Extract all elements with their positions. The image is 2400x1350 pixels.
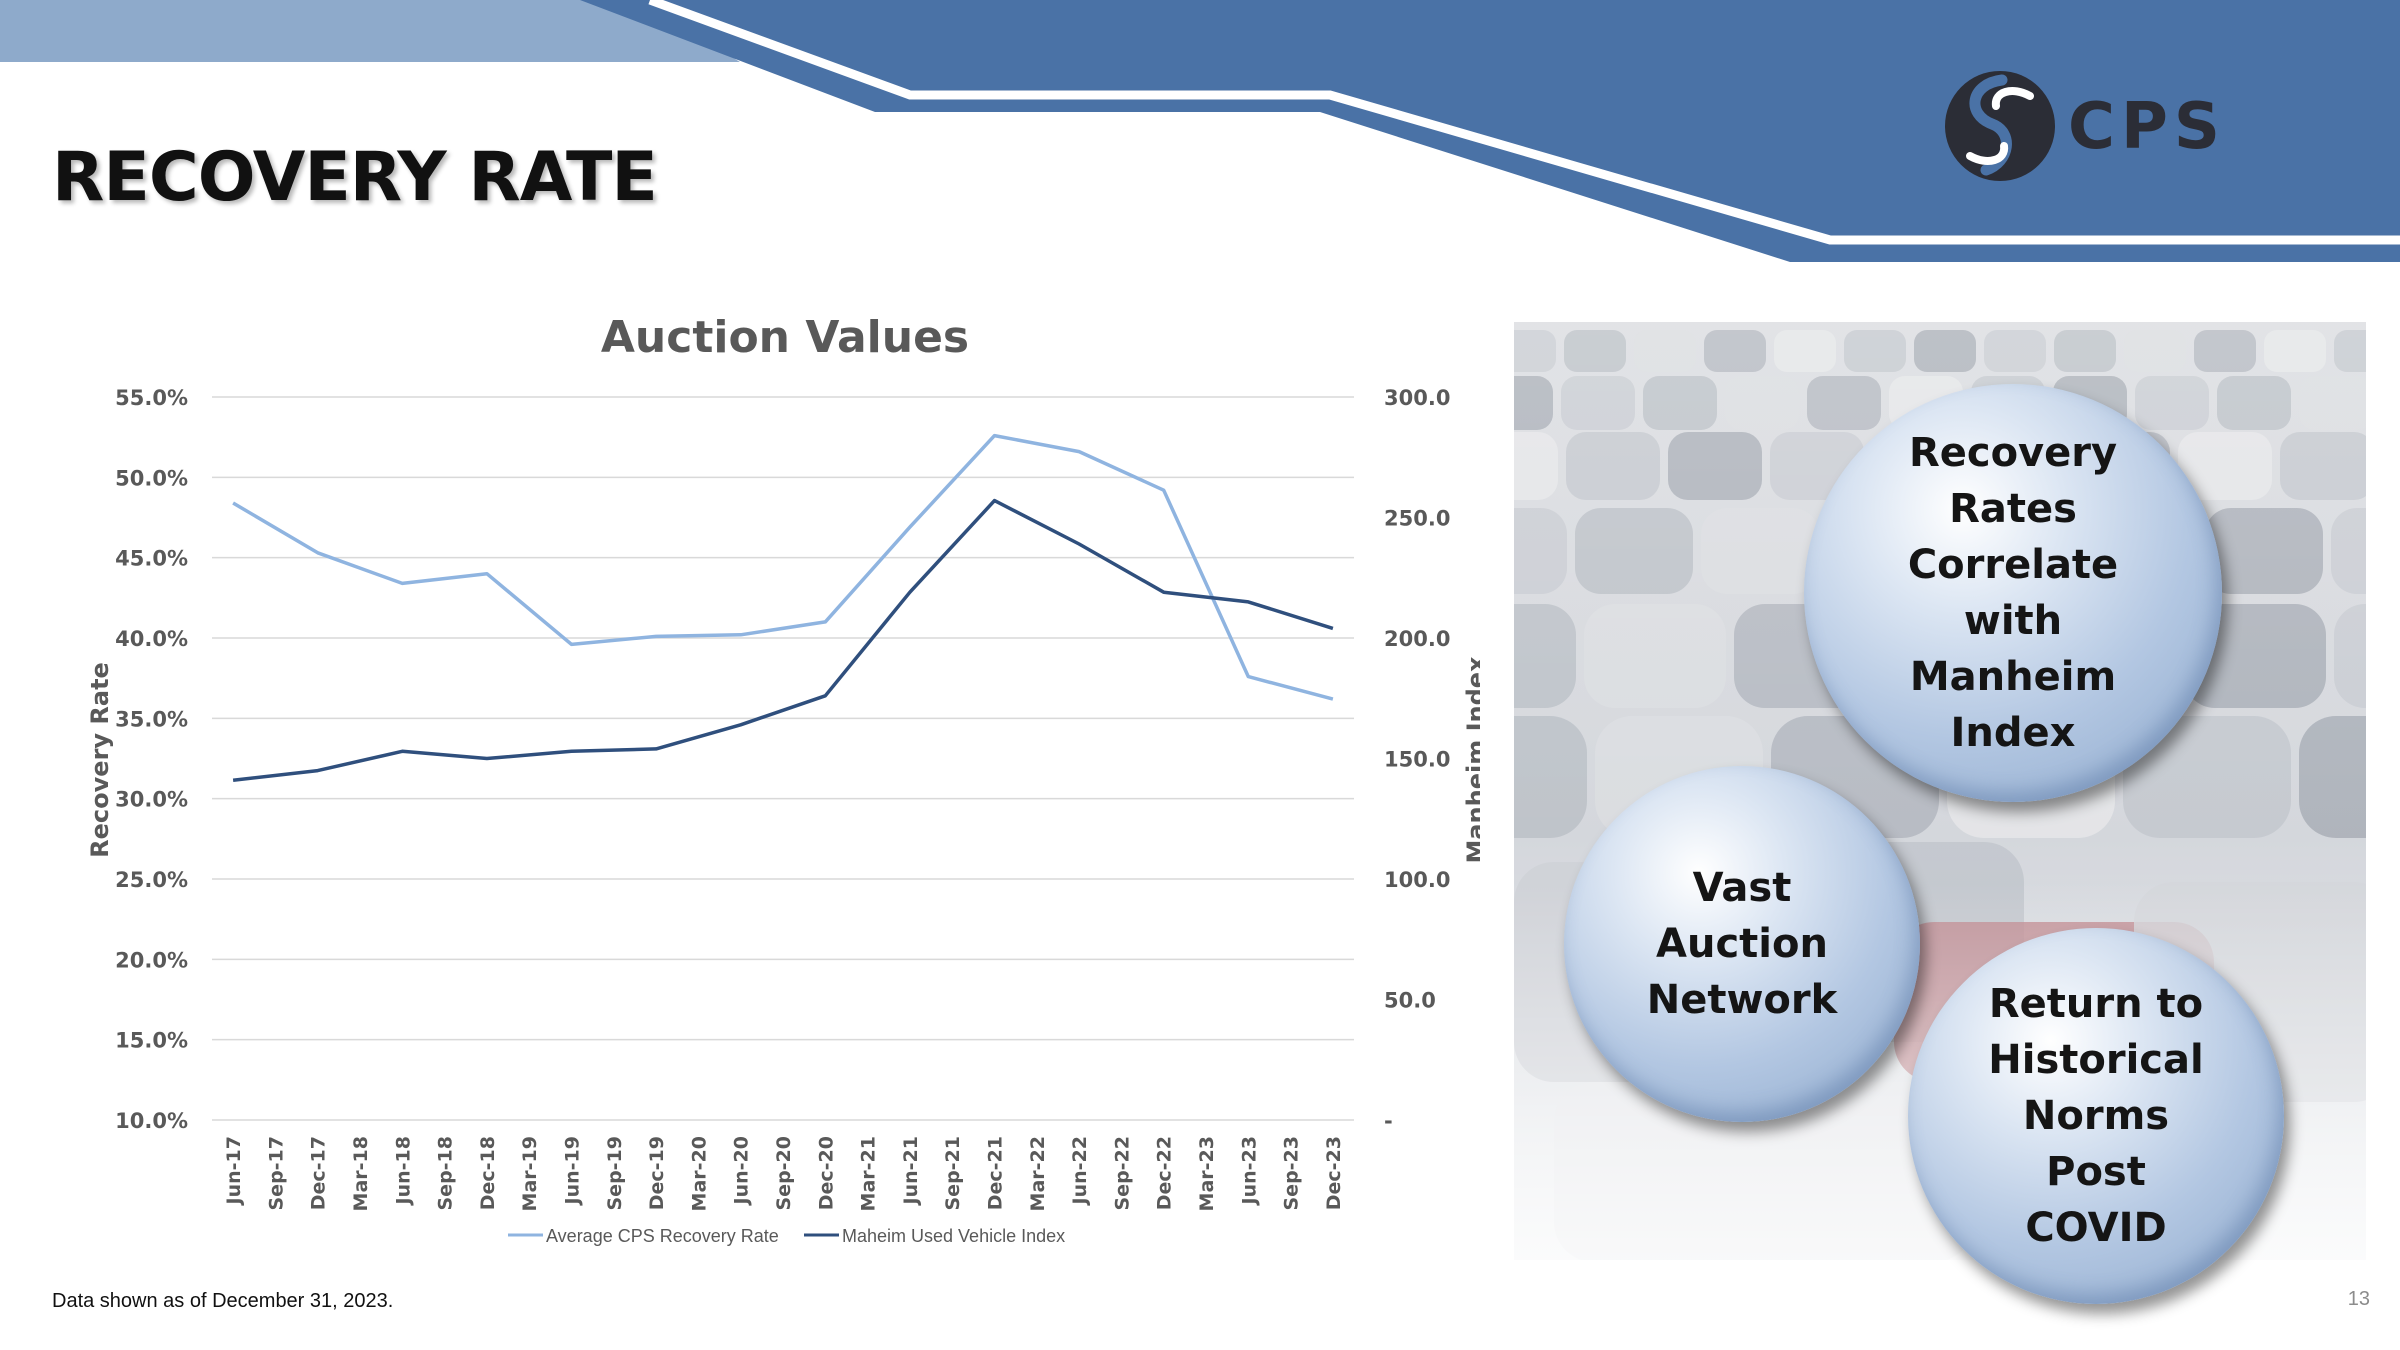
bubble-recovery-rates-text: Recovery Rates Correlate with Manheim In… [1907,430,2119,756]
y-tick-label: 15.0% [115,1029,188,1053]
x-tick-label: Jun-21 [900,1136,922,1206]
x-tick-label: Sep-23 [1281,1136,1303,1211]
x-axis-ticks: Jun-17 Sep-17 Dec-17 Mar-18 Jun-18 Sep-18 Dec-… [223,1136,1345,1211]
header-banner [0,0,2400,262]
grid-lines [212,396,1354,1121]
y2-tick-label: 100.0 [1384,868,1450,892]
chart-title: Auction Values [601,312,969,363]
bubble-recovery-rates: Recovery Rates Correlate with Manheim In… [1804,384,2222,802]
auction-values-chart: Auction Values 55.0% 50.0% 45.0% 40.0% 35.0%… [86,312,1480,1246]
y2-tick-label: 300.0 [1384,386,1450,410]
y-tick-label: 45.0% [115,547,188,571]
y-tick-label: 25.0% [115,868,188,892]
y-tick-label: 55.0% [115,386,188,410]
legend-label-recovery: Average CPS Recovery Rate [546,1226,779,1246]
x-tick-label: Dec-22 [1154,1136,1176,1210]
x-tick-label: Dec-18 [477,1136,499,1210]
banner-dark-band [580,0,2400,262]
cps-logo [1945,71,2055,181]
y2-tick-label: 200.0 [1384,627,1450,651]
x-tick-label: Sep-18 [435,1136,457,1211]
footnote: Data shown as of December 31, 2023. [52,1290,394,1312]
x-tick-label: Mar-20 [688,1136,710,1211]
bubble-historical-norms: Return to Historical Norms Post COVID [1908,928,2284,1304]
y2-tick-label: - [1384,1109,1393,1133]
x-tick-label: Dec-19 [646,1136,668,1210]
y2-tick-label: 150.0 [1384,748,1450,772]
y-axis-ticks: 55.0% 50.0% 45.0% 40.0% 35.0% 30.0% 25.0% 20.0%… [115,386,188,1133]
x-tick-label: Mar-23 [1196,1136,1218,1211]
x-tick-label: Mar-22 [1027,1136,1049,1211]
bubble-auction-network: Vast Auction Network [1564,766,1920,1122]
page-title: RECOVERY RATE [52,138,658,217]
legend-label-manheim: Maheim Used Vehicle Index [842,1226,1065,1246]
x-tick-label: Jun-17 [223,1136,245,1206]
bubble-historical-norms-text: Return to Historical Norms Post COVID [1988,981,2204,1251]
y2-axis-ticks: 300.0 250.0 200.0 150.0 100.0 50.0 - [1384,386,1450,1133]
x-tick-label: Sep-19 [604,1136,626,1211]
y-axis-label: Recovery Rate [86,662,114,858]
x-tick-label: Sep-22 [1111,1136,1133,1211]
x-tick-label: Dec-23 [1323,1136,1345,1210]
x-tick-label: Mar-21 [858,1136,880,1211]
y-tick-label: 50.0% [115,466,188,490]
x-tick-label: Jun-18 [392,1136,414,1206]
y-tick-label: 10.0% [115,1109,188,1133]
x-tick-label: Dec-21 [984,1136,1006,1210]
logo-text: CPS [2068,90,2226,164]
series-line-manheim-index [232,498,1334,782]
chart-legend: Average CPS Recovery Rate Maheim Used Ve… [508,1226,1065,1246]
x-tick-label: Dec-17 [308,1136,330,1210]
series-line-recovery-rate [232,433,1334,701]
y2-axis-label: Manheim Index [1462,656,1480,864]
x-tick-label: Jun-22 [1069,1136,1091,1206]
y2-tick-label: 50.0 [1384,989,1436,1013]
banner-white-stripe [648,0,2400,245]
y-tick-label: 40.0% [115,627,188,651]
x-tick-label: Dec-20 [815,1136,837,1210]
x-tick-label: Sep-17 [265,1136,287,1211]
y-tick-label: 20.0% [115,948,188,972]
banner-light-band [0,0,740,62]
x-tick-label: Jun-20 [731,1136,753,1206]
x-tick-label: Mar-18 [350,1136,372,1211]
x-tick-label: Mar-19 [519,1136,541,1211]
y-tick-label: 35.0% [115,707,188,731]
x-tick-label: Sep-21 [942,1136,964,1211]
x-tick-label: Sep-20 [773,1136,795,1211]
bubble-auction-network-text: Vast Auction Network [1646,865,1838,1023]
x-tick-label: Jun-23 [1238,1136,1260,1206]
series-lines [232,433,1334,782]
y2-tick-label: 250.0 [1384,507,1450,531]
x-tick-label: Jun-19 [562,1136,584,1206]
page-number: 13 [2347,1288,2370,1310]
y-tick-label: 30.0% [115,788,188,812]
